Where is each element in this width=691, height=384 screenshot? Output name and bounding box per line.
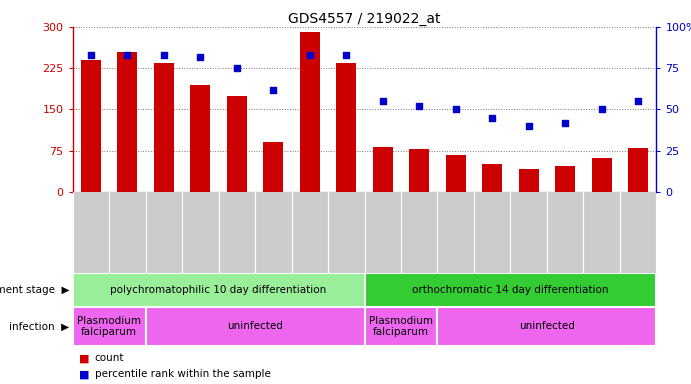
- Point: [596, 106, 607, 113]
- Bar: [365, 307, 437, 346]
- Point: [267, 86, 278, 93]
- Bar: [73, 307, 146, 346]
- Bar: [365, 273, 656, 307]
- Bar: [73, 273, 365, 307]
- Bar: [482, 164, 502, 192]
- Text: development stage  ▶: development stage ▶: [0, 285, 69, 295]
- Point: [414, 103, 425, 109]
- Text: orthochromatic 14 day differentiation: orthochromatic 14 day differentiation: [413, 285, 609, 295]
- Bar: [190, 85, 210, 192]
- Text: infection  ▶: infection ▶: [9, 321, 69, 331]
- Point: [523, 123, 534, 129]
- Point: [486, 115, 498, 121]
- Bar: [337, 63, 357, 192]
- Point: [122, 52, 133, 58]
- Point: [377, 98, 388, 104]
- Text: polychromatophilic 10 day differentiation: polychromatophilic 10 day differentiatio…: [111, 285, 327, 295]
- Title: GDS4557 / 219022_at: GDS4557 / 219022_at: [288, 12, 441, 26]
- Bar: [446, 155, 466, 192]
- Text: uninfected: uninfected: [227, 321, 283, 331]
- Point: [231, 65, 243, 71]
- Bar: [146, 307, 365, 346]
- Text: Plasmodium
falciparum: Plasmodium falciparum: [369, 316, 433, 337]
- Bar: [555, 166, 575, 192]
- Bar: [409, 149, 429, 192]
- Point: [341, 52, 352, 58]
- Point: [633, 98, 644, 104]
- Bar: [372, 147, 392, 192]
- Text: ■: ■: [79, 369, 90, 379]
- Text: percentile rank within the sample: percentile rank within the sample: [95, 369, 271, 379]
- Bar: [591, 158, 612, 192]
- Point: [304, 52, 315, 58]
- Point: [560, 119, 571, 126]
- Bar: [263, 142, 283, 192]
- Bar: [628, 148, 648, 192]
- Bar: [519, 169, 539, 192]
- Bar: [227, 96, 247, 192]
- Text: count: count: [95, 353, 124, 363]
- Point: [451, 106, 462, 113]
- Text: uninfected: uninfected: [519, 321, 575, 331]
- Bar: [154, 63, 174, 192]
- Point: [85, 52, 96, 58]
- Point: [195, 53, 206, 60]
- Bar: [117, 52, 138, 192]
- Text: ■: ■: [79, 353, 90, 363]
- Bar: [437, 307, 656, 346]
- Text: Plasmodium
falciparum: Plasmodium falciparum: [77, 316, 141, 337]
- Bar: [300, 32, 320, 192]
- Point: [158, 52, 169, 58]
- Bar: [81, 60, 101, 192]
